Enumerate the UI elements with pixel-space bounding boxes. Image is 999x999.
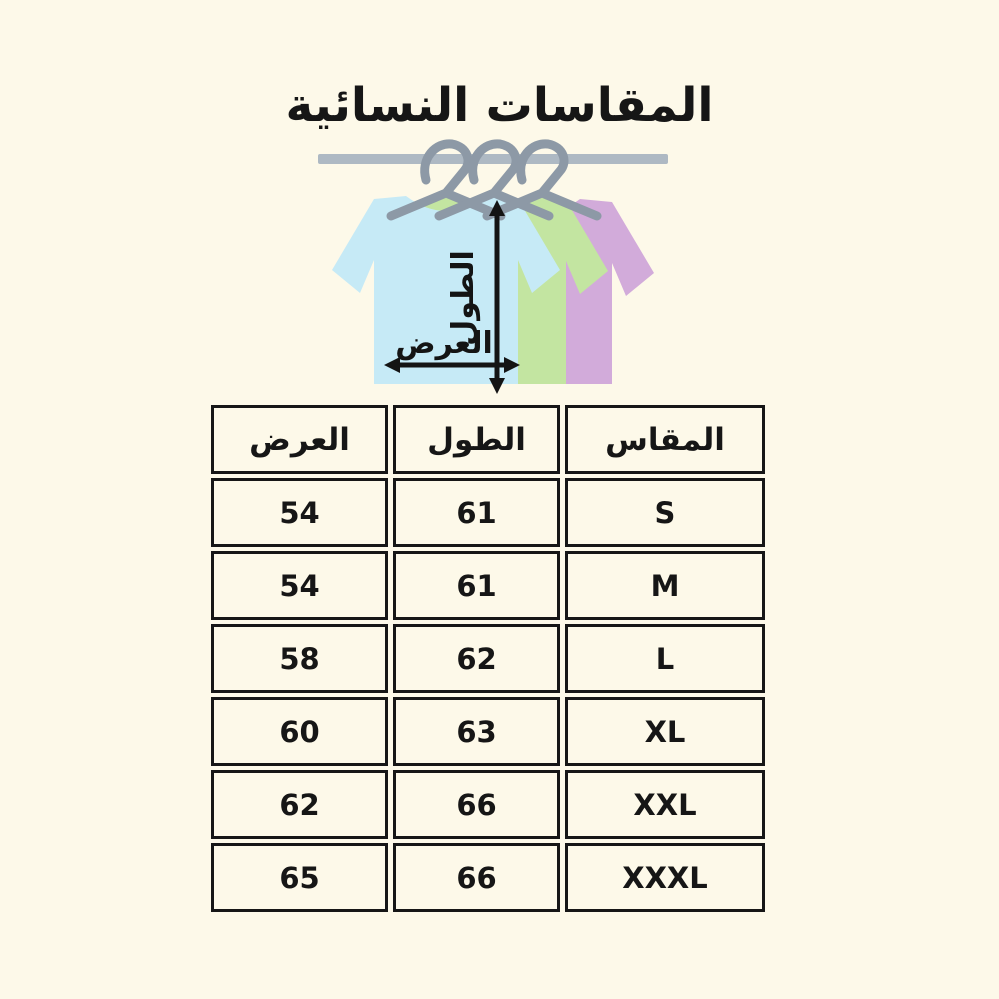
width-cell: 62 — [211, 770, 388, 839]
width-cell: 58 — [211, 624, 388, 693]
width-cell: 54 — [211, 551, 388, 620]
hanger-icon — [434, 139, 554, 221]
size-cell: XXL — [565, 770, 765, 839]
size-cell: M — [565, 551, 765, 620]
width-cell: 65 — [211, 843, 388, 912]
length-label: الطول — [446, 250, 481, 346]
header-row: المقاس الطول العرض — [211, 405, 765, 474]
table-row: M 61 54 — [211, 551, 765, 620]
length-cell: 62 — [393, 624, 560, 693]
length-cell: 63 — [393, 697, 560, 766]
length-cell: 66 — [393, 843, 560, 912]
size-table: المقاس الطول العرض S 61 54 M 61 54 L 62 … — [206, 401, 770, 916]
table-row: L 62 58 — [211, 624, 765, 693]
size-column-header: المقاس — [565, 405, 765, 474]
size-cell: XL — [565, 697, 765, 766]
length-arrow — [489, 200, 505, 394]
width-arrow — [384, 357, 520, 373]
table-row: XL 63 60 — [211, 697, 765, 766]
tshirt-front-icon — [332, 196, 560, 384]
length-cell: 61 — [393, 478, 560, 547]
width-cell: 54 — [211, 478, 388, 547]
table-row: S 61 54 — [211, 478, 765, 547]
hanger-icons — [386, 139, 602, 221]
size-cell: XXXL — [565, 843, 765, 912]
page-title: المقاسات النسائية — [285, 78, 714, 133]
table-row: XXL 66 62 — [211, 770, 765, 839]
width-column-header: العرض — [211, 405, 388, 474]
width-label: العرض — [395, 326, 493, 361]
hanger-icon — [482, 139, 602, 221]
size-cell: L — [565, 624, 765, 693]
table-row: XXXL 66 65 — [211, 843, 765, 912]
width-cell: 60 — [211, 697, 388, 766]
hanger-icon — [386, 139, 506, 221]
length-cell: 61 — [393, 551, 560, 620]
length-cell: 66 — [393, 770, 560, 839]
clothes-rail — [318, 154, 668, 164]
size-cell: S — [565, 478, 765, 547]
tshirt-size-diagram: الطول العرض — [318, 139, 668, 394]
length-column-header: الطول — [393, 405, 560, 474]
